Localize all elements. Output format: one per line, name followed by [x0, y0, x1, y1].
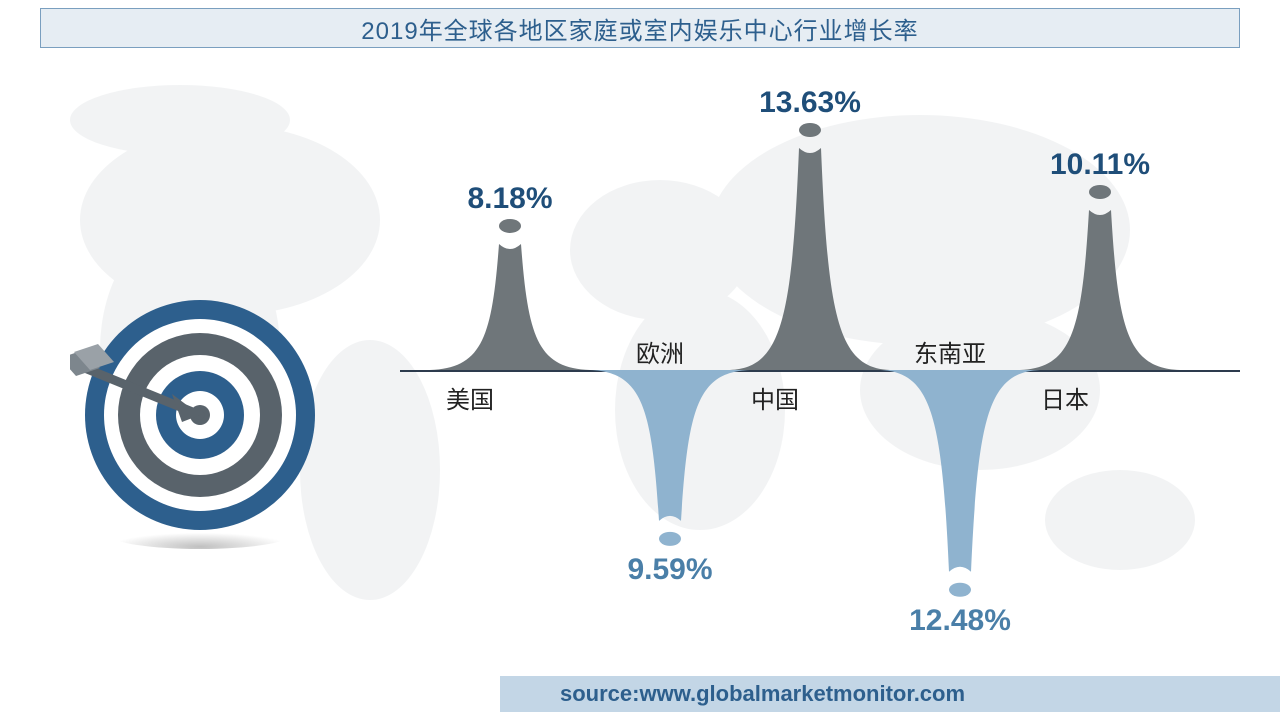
region-label-中国: 中国 — [720, 380, 830, 415]
spike-tip-美国 — [499, 219, 521, 233]
region-label-东南亚: 东南亚 — [895, 334, 1005, 369]
spike-tip-欧洲 — [659, 532, 681, 546]
spike-tip-日本 — [1089, 185, 1111, 199]
spike-日本 — [1020, 210, 1180, 370]
growth-chart: 8.18% 美国 9.59% 欧洲 13.63% 中国 12.48% 东南亚 10.11% 日本 — [400, 60, 1240, 660]
region-label-日本: 日本 — [1010, 380, 1120, 415]
spike-tip-中国 — [799, 123, 821, 137]
spike-美国 — [430, 244, 590, 370]
spike-tip-东南亚 — [949, 583, 971, 597]
value-美国: 8.18% — [450, 182, 570, 216]
spike-中国 — [730, 148, 890, 370]
source-bar: source:www.globalmarketmonitor.com — [500, 676, 1280, 712]
chart-title: 2019年全球各地区家庭或室内娱乐中心行业增长率 — [361, 11, 918, 46]
region-label-美国: 美国 — [415, 380, 525, 415]
title-bar: 2019年全球各地区家庭或室内娱乐中心行业增长率 — [40, 8, 1240, 48]
value-日本: 10.11% — [1040, 148, 1160, 182]
region-label-欧洲: 欧洲 — [605, 334, 715, 369]
target-icon — [70, 290, 330, 550]
value-东南亚: 12.48% — [900, 604, 1020, 638]
value-欧洲: 9.59% — [610, 553, 730, 587]
source-text: source:www.globalmarketmonitor.com — [560, 681, 965, 707]
value-中国: 13.63% — [750, 86, 870, 120]
